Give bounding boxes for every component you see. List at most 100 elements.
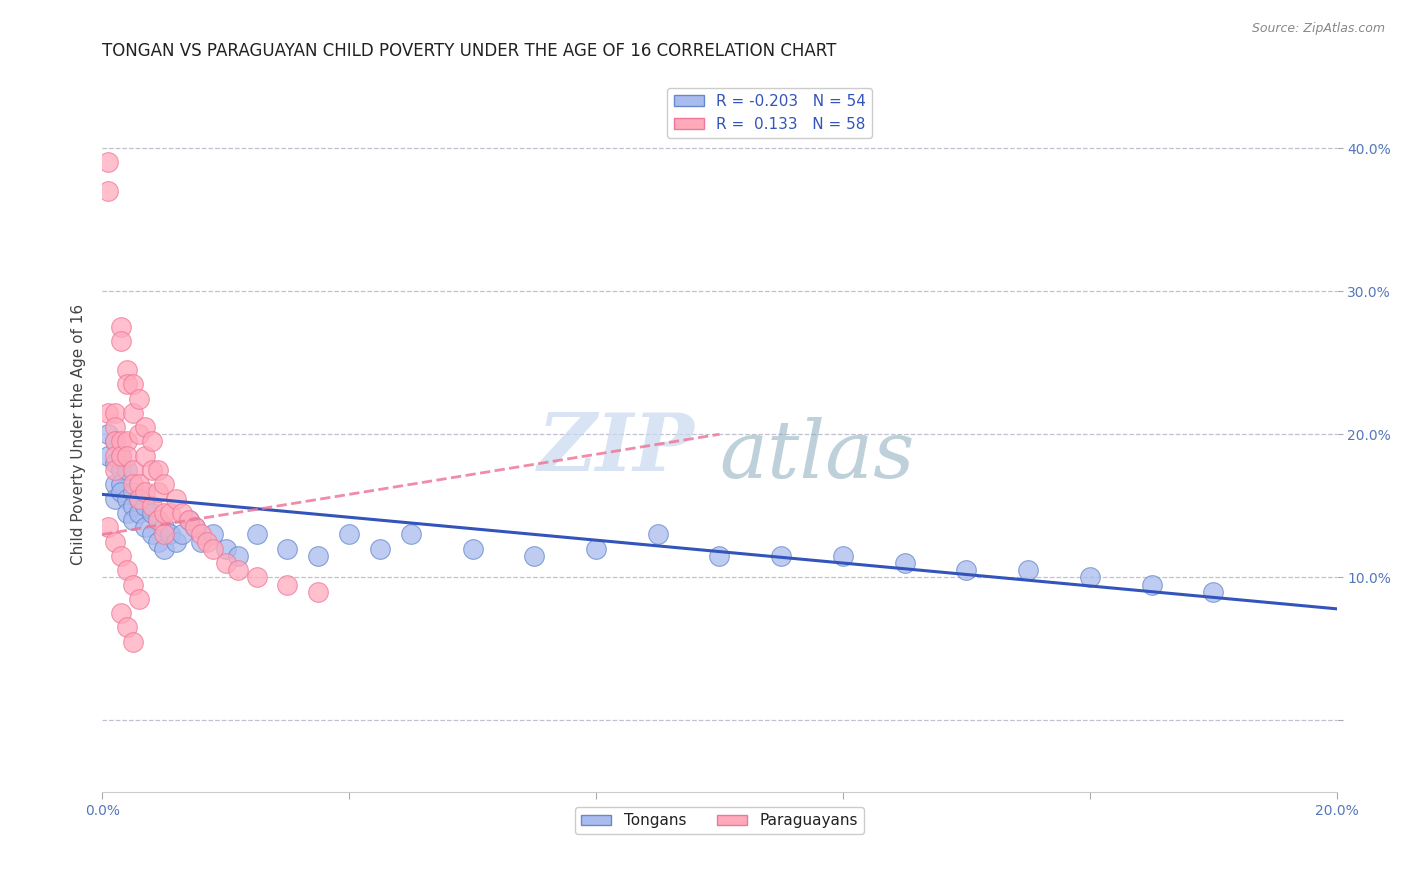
- Point: [97, 520, 120, 534]
- Point: [128, 392, 150, 406]
- Point: [226, 549, 249, 563]
- Point: [115, 620, 138, 634]
- Point: [172, 506, 194, 520]
- Point: [110, 449, 132, 463]
- Point: [585, 541, 607, 556]
- Point: [337, 527, 360, 541]
- Point: [184, 520, 207, 534]
- Point: [103, 434, 125, 449]
- Point: [115, 449, 138, 463]
- Point: [115, 377, 138, 392]
- Point: [134, 499, 156, 513]
- Point: [709, 549, 731, 563]
- Point: [647, 527, 669, 541]
- Point: [955, 563, 977, 577]
- Point: [214, 556, 236, 570]
- Point: [172, 527, 194, 541]
- Point: [307, 549, 329, 563]
- Point: [115, 463, 138, 477]
- Point: [1078, 570, 1101, 584]
- Point: [115, 506, 138, 520]
- Point: [110, 477, 132, 491]
- Point: [110, 606, 132, 620]
- Point: [128, 591, 150, 606]
- Point: [97, 427, 120, 442]
- Point: [141, 527, 163, 541]
- Point: [122, 484, 145, 499]
- Point: [214, 541, 236, 556]
- Text: ZIP: ZIP: [538, 409, 695, 487]
- Point: [141, 434, 163, 449]
- Point: [110, 449, 132, 463]
- Point: [195, 534, 218, 549]
- Point: [110, 334, 132, 349]
- Point: [276, 541, 298, 556]
- Y-axis label: Child Poverty Under the Age of 16: Child Poverty Under the Age of 16: [72, 303, 86, 565]
- Point: [893, 556, 915, 570]
- Point: [153, 520, 176, 534]
- Point: [110, 434, 132, 449]
- Point: [165, 491, 187, 506]
- Point: [153, 506, 176, 520]
- Point: [110, 320, 132, 334]
- Point: [128, 427, 150, 442]
- Point: [146, 463, 169, 477]
- Point: [103, 406, 125, 420]
- Point: [122, 463, 145, 477]
- Point: [399, 527, 422, 541]
- Point: [146, 513, 169, 527]
- Point: [103, 449, 125, 463]
- Point: [165, 534, 187, 549]
- Point: [190, 527, 212, 541]
- Point: [122, 377, 145, 392]
- Point: [153, 527, 176, 541]
- Point: [122, 577, 145, 591]
- Point: [146, 534, 169, 549]
- Point: [770, 549, 793, 563]
- Point: [1202, 584, 1225, 599]
- Point: [97, 155, 120, 169]
- Point: [97, 406, 120, 420]
- Point: [368, 541, 391, 556]
- Point: [128, 506, 150, 520]
- Point: [97, 184, 120, 198]
- Point: [184, 520, 207, 534]
- Point: [97, 449, 120, 463]
- Point: [103, 491, 125, 506]
- Point: [202, 541, 225, 556]
- Point: [245, 570, 267, 584]
- Point: [134, 484, 156, 499]
- Point: [141, 499, 163, 513]
- Point: [115, 491, 138, 506]
- Point: [146, 513, 169, 527]
- Point: [115, 434, 138, 449]
- Point: [245, 527, 267, 541]
- Point: [134, 520, 156, 534]
- Point: [523, 549, 546, 563]
- Point: [110, 484, 132, 499]
- Point: [115, 363, 138, 377]
- Point: [141, 506, 163, 520]
- Point: [1140, 577, 1163, 591]
- Point: [134, 420, 156, 434]
- Point: [122, 634, 145, 648]
- Point: [128, 491, 150, 506]
- Point: [103, 420, 125, 434]
- Point: [226, 563, 249, 577]
- Point: [103, 463, 125, 477]
- Point: [110, 463, 132, 477]
- Point: [202, 527, 225, 541]
- Point: [103, 477, 125, 491]
- Point: [307, 584, 329, 599]
- Point: [153, 541, 176, 556]
- Point: [103, 534, 125, 549]
- Point: [122, 406, 145, 420]
- Point: [128, 477, 150, 491]
- Point: [153, 477, 176, 491]
- Point: [832, 549, 855, 563]
- Point: [159, 506, 181, 520]
- Text: atlas: atlas: [720, 417, 915, 494]
- Text: TONGAN VS PARAGUAYAN CHILD POVERTY UNDER THE AGE OF 16 CORRELATION CHART: TONGAN VS PARAGUAYAN CHILD POVERTY UNDER…: [103, 42, 837, 60]
- Point: [128, 491, 150, 506]
- Point: [122, 477, 145, 491]
